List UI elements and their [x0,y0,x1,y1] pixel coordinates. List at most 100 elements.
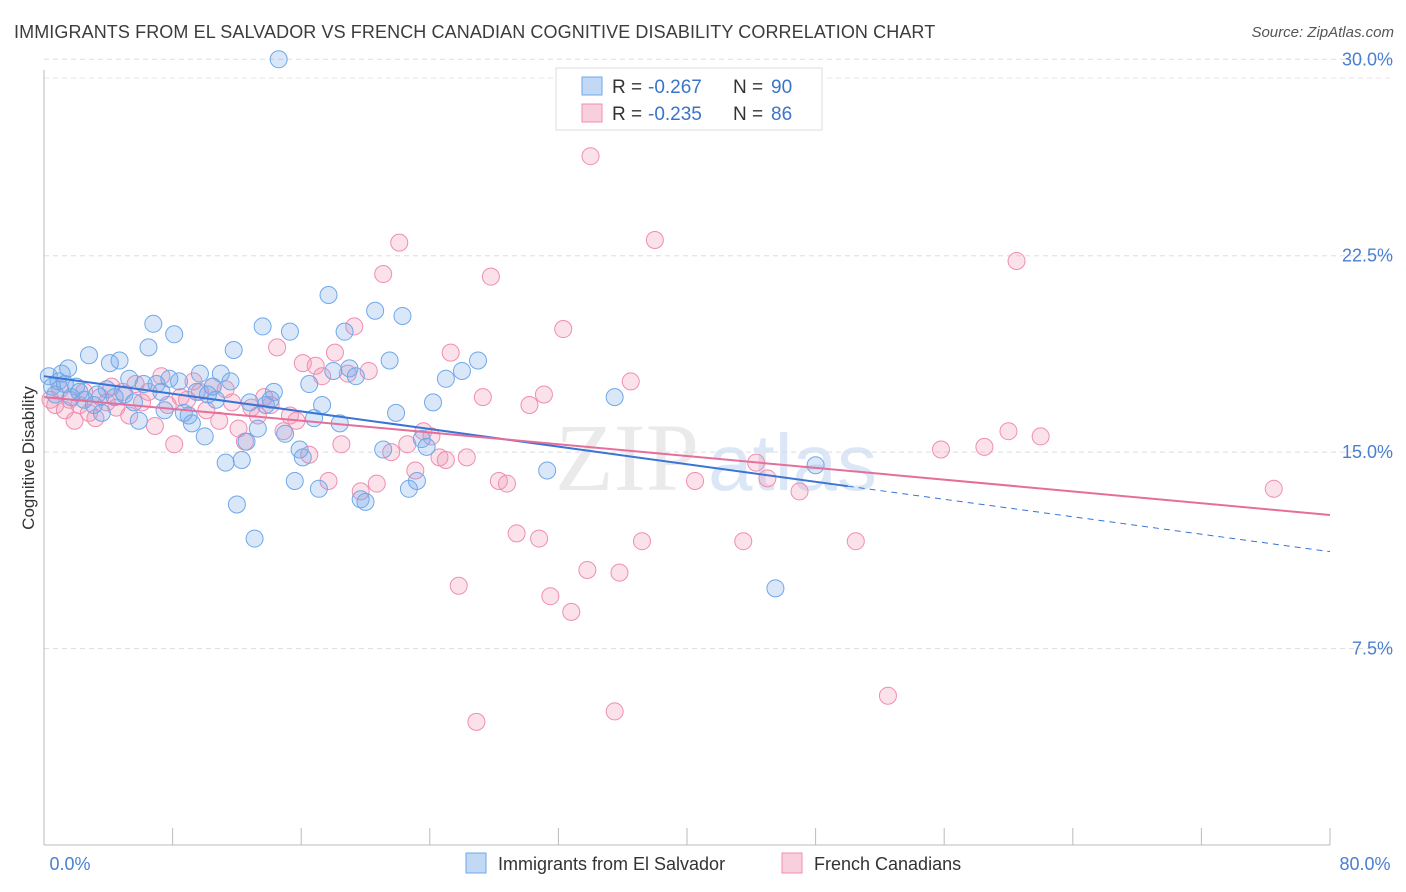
bottom-legend-swatch-pink [781,852,803,874]
watermark: ZIP atlas [555,404,877,511]
data-point [335,322,354,341]
data-point [686,471,705,490]
data-point [424,393,443,412]
data-point [309,479,328,498]
data-point [232,451,251,469]
data-point [398,435,417,454]
data-point [332,435,351,454]
data-point [367,474,386,493]
data-point [165,325,184,344]
legend-n-value-2: 86 [771,104,792,125]
data-point [387,403,406,422]
y-tick-labels: 7.5% 15.0% 22.5% 30.0% [1342,49,1393,658]
data-point [313,396,332,414]
data-point [507,524,526,543]
data-point [264,382,283,401]
data-point [59,359,78,378]
data-point [390,233,409,252]
legend-box [555,67,823,131]
data-point [380,351,399,370]
data-point [300,375,319,394]
data-point [324,361,343,380]
data-point [195,427,214,446]
trend-line-french-canadians [43,396,1331,516]
x-tick-label-max: 80.0% [1339,854,1390,874]
data-point [407,471,426,490]
data-point [469,351,488,370]
data-point [110,351,129,370]
x-tick-label-min: 0.0% [49,854,90,874]
data-point [274,422,293,441]
data-point [268,338,287,357]
data-point [210,411,229,430]
data-point [581,147,600,166]
data-point [878,686,897,705]
data-point [253,317,272,336]
data-point [306,356,325,375]
data-point [457,448,476,467]
data-point [554,320,573,339]
y-tick-label: 15.0% [1342,442,1393,462]
data-point [562,602,581,621]
data-point [374,265,393,284]
data-point [632,532,651,551]
legend-n-value-1: 90 [771,77,792,98]
data-point [605,702,624,721]
data-point [67,377,86,396]
legend-r-value-1: -0.267 [648,77,702,98]
data-point [846,532,865,551]
data-point [931,440,950,459]
correlation-legend: R = -0.267 N = 90 R = -0.235 N = 86 [555,67,823,131]
data-point [280,322,299,341]
data-point [436,451,455,469]
series-french-canadians [41,147,1283,731]
data-point [144,314,163,333]
data-point [578,561,597,579]
data-point [356,492,375,511]
chart-title: IMMIGRANTS FROM EL SALVADOR VS FRENCH CA… [14,22,936,42]
data-point [80,346,99,365]
legend-swatch-blue [581,76,603,96]
data-point [285,471,304,490]
data-point [452,361,471,380]
data-point [790,482,809,501]
data-point [621,372,640,391]
data-point [276,424,295,443]
series-legend: Immigrants from El Salvador French Canad… [465,852,961,874]
x-ticks [43,828,1331,845]
bottom-legend-label-blue: Immigrants from El Salvador [498,854,725,874]
data-point [538,461,557,480]
data-point [481,267,500,286]
data-point [645,231,664,249]
y-tick-label: 30.0% [1342,49,1393,69]
series-el-salvador [39,50,825,598]
legend-n-label-2: N = [733,104,763,125]
data-point [449,576,468,595]
data-point [240,393,259,412]
data-point [806,456,825,475]
data-point [1031,427,1050,446]
data-point [129,411,148,430]
data-point [319,471,338,490]
watermark-atlas: atlas [708,418,877,507]
data-point [139,338,158,357]
trend-line-el-salvador-extension [847,485,1331,553]
legend-r-label-2: R = [612,104,642,125]
trend-line-el-salvador [43,375,848,488]
data-point [393,306,412,325]
data-point [605,388,624,407]
data-point [145,416,164,435]
data-point [351,490,370,509]
bottom-legend-label-pink: French Canadians [814,854,961,874]
data-point [92,403,111,422]
legend-r-label-1: R = [612,77,642,98]
data-point [999,422,1018,441]
data-point [1007,251,1026,270]
trend-lines [43,375,1331,553]
y-tick-label: 7.5% [1352,639,1393,659]
data-point [319,286,338,304]
data-point [610,563,629,582]
y-tick-label: 22.5% [1342,246,1393,266]
data-point [237,432,256,451]
